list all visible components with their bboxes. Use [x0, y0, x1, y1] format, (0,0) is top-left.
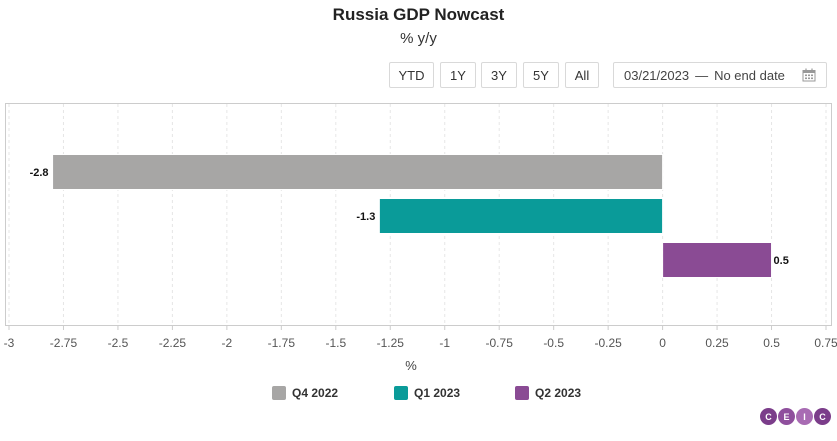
legend-label: Q4 2022	[292, 386, 339, 400]
x-tick-label: -2.75	[50, 336, 78, 350]
chart-title: Russia GDP Nowcast	[332, 5, 505, 24]
range-all-button[interactable]: All	[565, 62, 599, 88]
x-tick-label: -0.5	[543, 336, 564, 350]
legend-swatch	[272, 386, 286, 400]
x-tick-label: -1.75	[268, 336, 296, 350]
x-tick-label: 0.25	[705, 336, 729, 350]
legend-swatch	[515, 386, 529, 400]
x-tick-label: -2.5	[108, 336, 129, 350]
bar[interactable]	[52, 154, 664, 190]
x-tick-label: 0.5	[763, 336, 780, 350]
calendar-icon	[802, 68, 816, 82]
legend-label: Q2 2023	[535, 386, 582, 400]
legend-item-q2-2023[interactable]: Q2 2023	[515, 384, 581, 402]
legend-item-q1-2023[interactable]: Q1 2023	[394, 384, 460, 402]
x-tick-label: -0.75	[486, 336, 514, 350]
data-label: -2.8	[30, 167, 49, 179]
range-5y-button[interactable]: 5Y	[523, 62, 559, 88]
x-axis-label: %	[405, 358, 417, 373]
logo-letter: E	[778, 408, 795, 425]
x-tick-label: -0.25	[594, 336, 622, 350]
chart-subtitle: % y/y	[400, 30, 437, 47]
x-tick-label: -1	[439, 336, 450, 350]
date-separator: —	[695, 67, 709, 83]
x-tick-label: 0.75	[814, 336, 837, 350]
bar[interactable]	[378, 198, 664, 234]
bar[interactable]	[662, 242, 773, 278]
ceic-logo: C E I C	[760, 408, 832, 425]
legend-label: Q1 2023	[414, 386, 461, 400]
x-tick-label: -2.25	[159, 336, 187, 350]
x-tick-label: -2	[222, 336, 233, 350]
x-tick-label: -3	[4, 336, 15, 350]
data-label: 0.5	[774, 255, 789, 267]
date-start: 03/21/2023	[624, 67, 690, 83]
range-3y-button[interactable]: 3Y	[481, 62, 517, 88]
plot-frame	[5, 103, 832, 326]
data-label: -1.3	[356, 211, 375, 223]
logo-letter: C	[760, 408, 777, 425]
logo-letter: C	[814, 408, 831, 425]
date-end: No end date	[714, 67, 785, 83]
date-range-picker[interactable]: 03/21/2023 — No end date	[613, 62, 827, 88]
legend-item-q4-2022[interactable]: Q4 2022	[272, 384, 338, 402]
logo-letter: I	[796, 408, 813, 425]
legend-swatch	[394, 386, 408, 400]
range-ytd-button[interactable]: YTD	[389, 62, 434, 88]
x-tick-label: -1.5	[325, 336, 346, 350]
x-tick-label: 0	[659, 336, 666, 350]
range-1y-button[interactable]: 1Y	[440, 62, 476, 88]
x-tick-label: -1.25	[377, 336, 405, 350]
